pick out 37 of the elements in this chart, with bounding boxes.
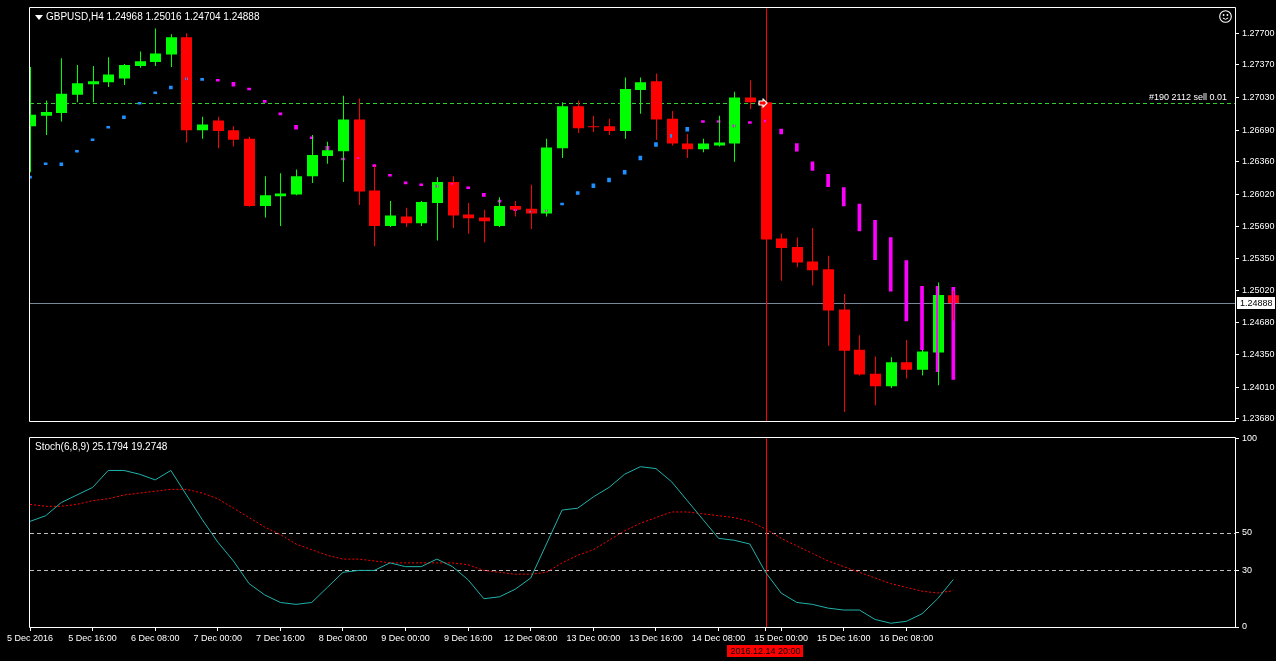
y-tick-label: 1.27370 (1242, 59, 1275, 70)
y-tick-label: 1.26360 (1242, 156, 1275, 167)
chart-title: GBPUSD,H4 1.24968 1.25016 1.24704 1.24888 (46, 11, 260, 23)
x-tick-label: 5 Dec 16:00 (68, 632, 117, 643)
x-tick-label: 9 Dec 00:00 (381, 632, 430, 643)
y-tick-label: 1.24010 (1242, 381, 1275, 392)
x-tick-label: 9 Dec 16:00 (443, 632, 493, 643)
y-tick-label: 1.25690 (1242, 220, 1275, 231)
y-tick-label: 1.25350 (1242, 253, 1275, 264)
y-tick-label: 1.26690 (1242, 124, 1275, 135)
y-tick-label: 1.23680 (1242, 413, 1275, 424)
x-tick-label: 7 Dec 00:00 (193, 632, 243, 643)
y-tick-label: 1.25020 (1242, 284, 1275, 295)
x-tick-label: 13 Dec 16:00 (629, 632, 683, 643)
x-tick-label: 2016.12.14 20:00 (730, 645, 801, 656)
x-tick-label: 6 Dec 08:00 (130, 632, 180, 643)
x-tick-label: 5 Dec 2016 (6, 632, 54, 643)
x-tick-label: 16 Dec 08:00 (879, 632, 934, 643)
y-tick-label: 1.26020 (1242, 188, 1275, 199)
y-tick-label: 100 (1242, 432, 1258, 443)
x-tick-label: 7 Dec 16:00 (256, 632, 305, 643)
y-tick-label: 0 (1242, 621, 1248, 632)
x-tick-label: 8 Dec 08:00 (318, 632, 368, 643)
y-tick-label: 50 (1242, 527, 1253, 538)
x-tick-label: 12 Dec 08:00 (504, 632, 558, 643)
x-tick-label: 15 Dec 16:00 (816, 632, 871, 643)
y-tick-label: 1.27700 (1242, 27, 1275, 38)
x-tick-label: 14 Dec 08:00 (691, 632, 746, 643)
ref-line-label: 1.24888 (1240, 297, 1273, 308)
ref-line-label: #190 2112 sell 0.01 (1149, 91, 1227, 102)
y-tick-label: 30 (1242, 564, 1253, 575)
y-tick-label: 1.24680 (1242, 317, 1275, 328)
chart-title: Stoch(6,8,9) 25.1794 19.2748 (35, 441, 168, 453)
x-tick-label: 15 Dec 00:00 (754, 632, 808, 643)
y-tick-label: 1.24350 (1242, 348, 1275, 359)
y-tick-label: 1.27030 (1242, 92, 1275, 103)
x-tick-label: 13 Dec 00:00 (566, 632, 621, 643)
